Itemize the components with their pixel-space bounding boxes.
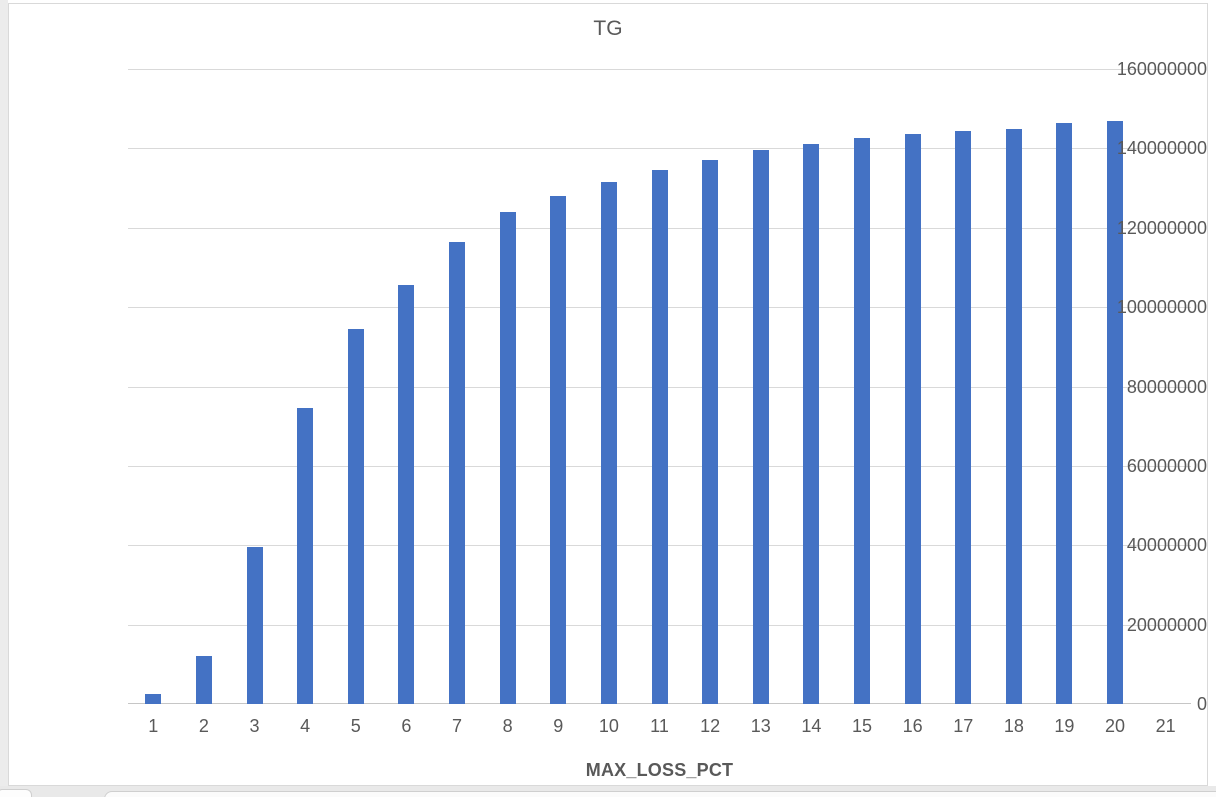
x-tick-label: 12	[700, 716, 721, 736]
x-tick-label: 18	[1003, 716, 1024, 736]
x-tick-label: 11	[650, 716, 669, 736]
y-tick-label: 80000000	[1126, 376, 1207, 397]
bar-4	[297, 408, 314, 704]
x-tick-label: 4	[300, 716, 311, 736]
x-tick-label: 20	[1105, 716, 1126, 736]
bar-3	[246, 547, 263, 704]
bar-12	[702, 160, 719, 704]
y-tick-label: 40000000	[1126, 535, 1207, 556]
bar-10	[600, 182, 617, 704]
x-tick-label: 5	[350, 716, 361, 736]
x-tick-label: 10	[598, 716, 619, 736]
x-tick-label: 13	[750, 716, 771, 736]
x-tick-label: 2	[198, 716, 209, 736]
bar-14	[803, 144, 820, 704]
x-tick-label: 15	[851, 716, 872, 736]
bottom-panel-main[interactable]	[104, 791, 1216, 797]
x-tick-label: 3	[249, 716, 260, 736]
bar-13	[752, 150, 769, 704]
bar-15	[853, 138, 870, 704]
y-tick-label: 60000000	[1126, 455, 1207, 476]
x-tick-label: 7	[452, 716, 463, 736]
x-tick-label: 19	[1054, 716, 1075, 736]
x-tick-label: 8	[502, 716, 513, 736]
chart-card[interactable]: TG 0 20000000 40000000 60000000 80000000 1000…	[8, 3, 1208, 786]
x-tick-label: 17	[953, 716, 974, 736]
left-margin-strip	[0, 0, 8, 786]
bar-1	[145, 694, 162, 704]
bar-19	[1056, 122, 1073, 704]
x-tick-label: 16	[902, 716, 923, 736]
bar-18	[1005, 128, 1022, 704]
bar-20	[1107, 120, 1124, 704]
bottom-strip	[0, 786, 1216, 797]
x-tick-label: 21	[1155, 716, 1176, 736]
x-tick-label: 6	[401, 716, 412, 736]
y-tick-label: 160000000	[1116, 59, 1207, 79]
bar-8	[499, 211, 516, 704]
bar-11	[651, 170, 668, 704]
chart-title: TG	[593, 17, 623, 40]
gridline	[128, 148, 1191, 150]
y-tick-label: 100000000	[1116, 297, 1207, 318]
x-tick-label: 1	[148, 716, 159, 736]
bar-17	[955, 130, 972, 704]
bar-2	[195, 656, 212, 704]
gridline	[128, 69, 1191, 70]
y-tick-label: 140000000	[1116, 138, 1207, 159]
bar-6	[398, 285, 415, 704]
bar-7	[449, 241, 466, 704]
bar-9	[550, 196, 567, 704]
x-tick-label: 14	[801, 716, 822, 736]
bottom-panel-left[interactable]	[0, 789, 32, 797]
x-axis-title: MAX_LOSS_PCT	[585, 760, 734, 780]
y-tick-label: 20000000	[1126, 614, 1207, 635]
y-tick-label: 0	[1196, 694, 1207, 714]
x-tick-label: 9	[553, 716, 564, 736]
plot-area	[128, 69, 1191, 704]
bar-5	[347, 328, 364, 704]
bar-16	[904, 134, 921, 704]
y-tick-label: 120000000	[1116, 217, 1207, 238]
